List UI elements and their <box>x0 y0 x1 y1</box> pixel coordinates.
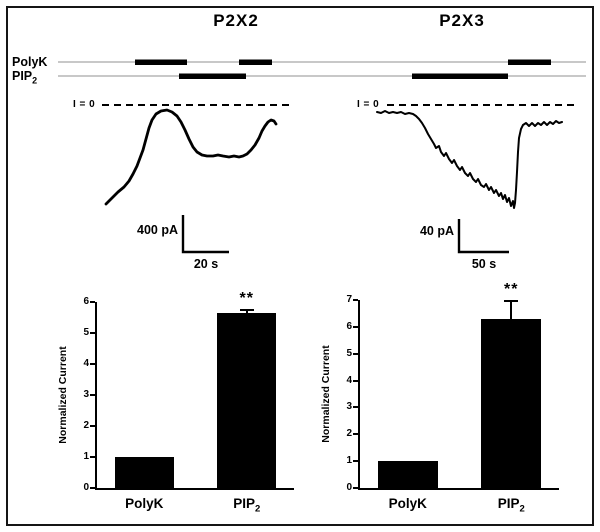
significance-marker: ** <box>239 289 254 307</box>
y-axis-tick <box>353 299 358 301</box>
bar-pip2 <box>217 312 277 488</box>
current-trace-p2x2 <box>104 108 278 206</box>
error-bar-cap <box>504 300 519 303</box>
y-axis-tick-label: 5 <box>83 327 89 338</box>
y-axis-tick-label: 1 <box>346 455 352 467</box>
y-axis-title: Normalized Current <box>57 346 69 444</box>
y-axis-title: Normalized Current <box>320 345 332 443</box>
polyk-bar-p2x2-first <box>135 59 187 65</box>
y-axis-tick <box>353 379 358 382</box>
bar-pip2 <box>481 318 542 488</box>
y-axis-tick <box>90 332 95 334</box>
polyk-bar-p2x3 <box>508 59 551 65</box>
y-axis-tick-label: 4 <box>83 358 89 369</box>
bar-polyk <box>114 457 174 488</box>
pip2-bar-p2x2 <box>179 73 246 79</box>
y-axis-tick <box>353 325 358 328</box>
y-axis-tick-label: 2 <box>346 428 352 440</box>
significance-marker: ** <box>504 281 519 299</box>
y-axis-tick <box>353 406 358 409</box>
pip2-row-label-text: PIP <box>12 69 33 83</box>
x-axis-category-label: PIP2 <box>497 496 525 515</box>
pip2-bar-p2x3 <box>412 73 508 79</box>
y-axis-tick <box>353 352 358 355</box>
x-axis-category-label: PIP2 <box>233 496 261 515</box>
bar-polyk <box>377 461 438 488</box>
error-bar-cap <box>239 308 254 311</box>
polyk-bar-p2x2-second <box>239 59 272 65</box>
pip2-row-label-subscript: 2 <box>32 75 38 86</box>
scale-amplitude-label-p2x3: 40 pA <box>419 224 454 238</box>
y-axis-tick-label: 2 <box>83 420 89 431</box>
y-axis-tick <box>90 487 95 489</box>
scale-bar-p2x2 <box>181 215 229 254</box>
x-axis-category-label: PolyK <box>388 496 427 511</box>
scale-time-label-p2x3: 50 s <box>471 257 497 271</box>
polyk-row-label: PolyK <box>12 55 48 69</box>
scale-time-label-p2x2: 20 s <box>193 257 219 271</box>
y-axis-tick <box>353 487 358 489</box>
y-axis-tick <box>90 301 95 303</box>
x-axis-category-label: PolyK <box>125 496 164 511</box>
y-axis-tick <box>90 363 95 365</box>
zero-current-label-p2x3: I = 0 <box>357 99 380 110</box>
zero-current-label-p2x2: I = 0 <box>73 99 96 110</box>
bar-chart-p2x2: 0 1 2 3 4 5 6 Normalized Current PolyK PIP2 ** <box>57 290 294 515</box>
y-axis-tick-label: 6 <box>346 320 352 332</box>
trace-graphics <box>58 59 586 254</box>
y-axis-tick-label: 6 <box>83 296 89 307</box>
scale-amplitude-label-p2x2: 400 pA <box>137 223 178 237</box>
x-axis-category-subscript: 2 <box>519 503 525 515</box>
y-axis-tick <box>90 394 95 396</box>
error-bar-stem <box>245 309 248 313</box>
y-axis-tick-label: 0 <box>83 482 89 493</box>
y-axis-tick <box>353 433 358 436</box>
y-axis-tick-label: 5 <box>346 347 352 359</box>
y-axis-tick <box>353 460 358 463</box>
y-axis-tick-label: 3 <box>346 401 352 413</box>
current-trace-p2x3 <box>376 110 563 209</box>
y-axis-tick-label: 0 <box>346 482 352 493</box>
y-axis-tick <box>90 425 95 427</box>
y-axis-tick <box>90 456 95 458</box>
panel-title-p2x2: P2X2 <box>213 11 259 30</box>
y-axis-tick-label: 7 <box>346 294 352 305</box>
y-axis-tick-label: 1 <box>83 451 89 462</box>
pip2-row-label: PIP2 <box>12 69 37 86</box>
panel-title-p2x3: P2X3 <box>439 11 485 30</box>
y-axis-tick-label: 3 <box>83 389 89 400</box>
error-bar-stem <box>510 301 513 319</box>
scale-bar-p2x3 <box>457 219 509 254</box>
y-axis-tick-label: 4 <box>346 374 352 386</box>
x-axis-category-subscript: 2 <box>254 503 261 515</box>
bar-chart-p2x3: 0 1 2 3 4 5 6 7 Normalized Current PolyK PIP2 ** <box>320 281 559 515</box>
